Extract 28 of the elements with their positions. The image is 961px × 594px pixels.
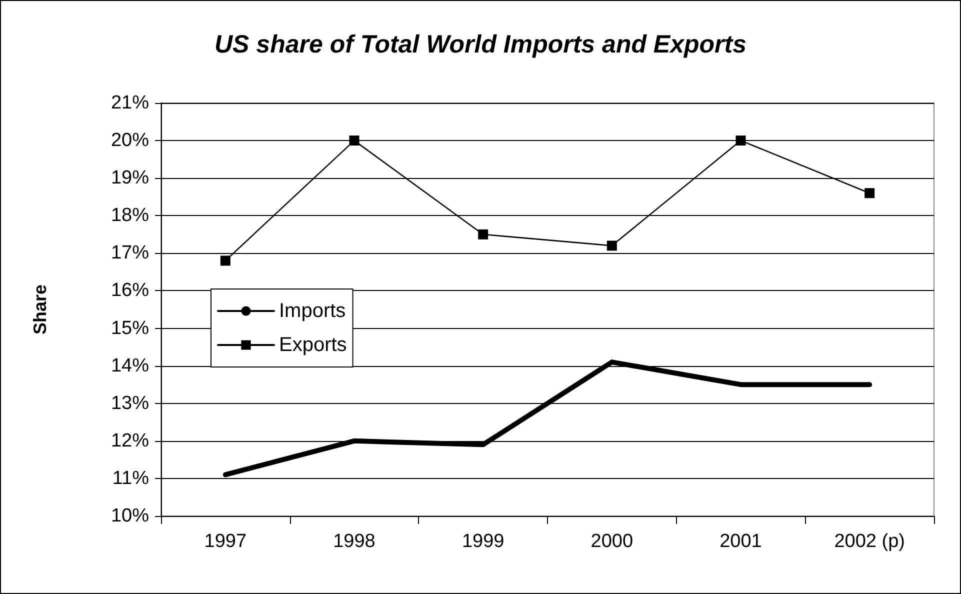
y-tick-label: 13% [110, 392, 150, 414]
y-tick-label: 11% [112, 468, 150, 489]
point [349, 136, 360, 146]
y-tick-label: 21% [110, 92, 150, 114]
y-tick-label: 10% [110, 506, 150, 526]
point [606, 240, 617, 251]
x-tick-label: 2002 (p) [834, 531, 905, 552]
point [220, 256, 230, 266]
y-axis-title: Share [30, 284, 50, 335]
x-tick-label: 1998 [333, 531, 376, 552]
point [478, 229, 488, 240]
chart-title: US share of Total World Imports and Exports [214, 30, 747, 58]
y-tick-label: 16% [110, 280, 150, 302]
y-tick-label: 19% [110, 168, 150, 189]
point [736, 136, 746, 146]
legend-label: Exports [279, 334, 347, 356]
y-tick-label: 14% [110, 355, 150, 376]
x-tick-label: 1999 [462, 531, 504, 552]
y-tick-label: 18% [110, 205, 150, 226]
y-tick-label: 17% [110, 242, 150, 264]
y-tick-label: 12% [110, 430, 150, 452]
x-tick-label: 2000 [590, 531, 634, 552]
point [864, 188, 875, 198]
y-tick-label: 15% [110, 318, 150, 339]
x-tick-label: 2001 [720, 531, 762, 552]
y-tick-label: 20% [110, 130, 150, 152]
legend-label: Imports [279, 300, 346, 322]
x-tick-label: 1997 [204, 531, 247, 552]
